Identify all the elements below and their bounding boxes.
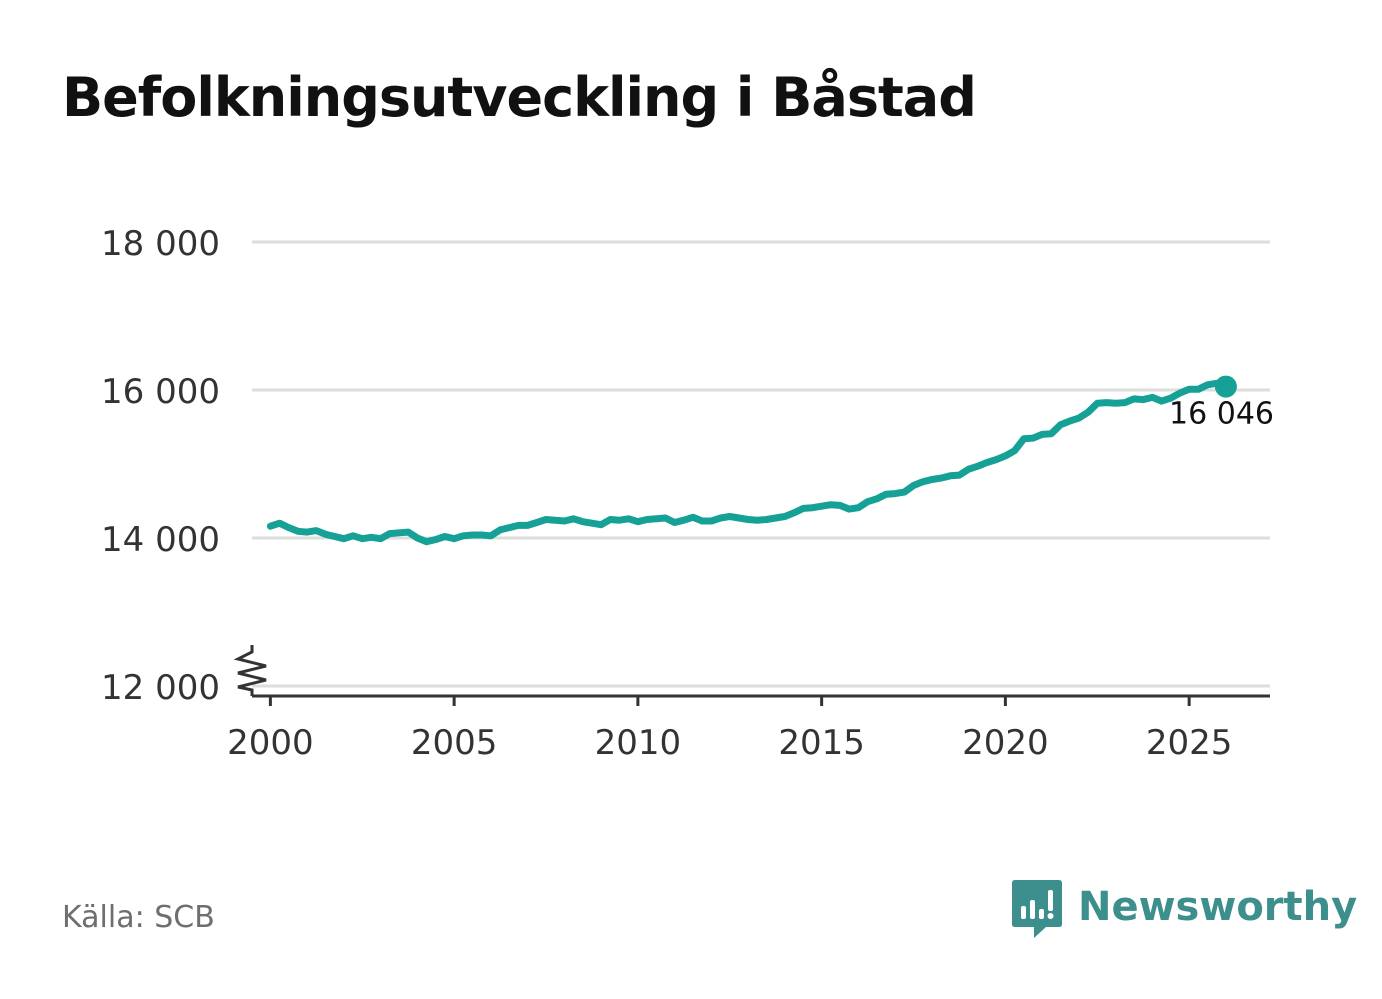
y-tick-label: 14 000 xyxy=(101,520,220,560)
x-axis-tick-labels: 2000 2005 2010 2015 2020 2025 xyxy=(227,723,1232,763)
brand-logo[interactable]: Newsworthy xyxy=(1012,880,1357,940)
x-tick-label: 2020 xyxy=(962,723,1049,763)
axis-break-icon xyxy=(233,645,267,696)
y-tick-label: 18 000 xyxy=(101,224,220,264)
x-tick-label: 2005 xyxy=(411,723,498,763)
gridlines xyxy=(252,240,1270,688)
x-tick-label: 2000 xyxy=(227,723,314,763)
y-tick-label: 16 000 xyxy=(101,372,220,412)
newsworthy-logo-icon xyxy=(1012,880,1062,938)
x-axis xyxy=(233,645,1270,706)
series-line xyxy=(266,379,1230,546)
end-value-label: 16 046 xyxy=(1169,397,1274,432)
x-tick-label: 2010 xyxy=(595,723,682,763)
x-tick-label: 2025 xyxy=(1146,723,1233,763)
series-layer: 16 046 xyxy=(266,375,1274,546)
chart-title: Befolkningsutveckling i Båstad xyxy=(62,66,977,129)
source-label: Källa: SCB xyxy=(62,900,215,935)
x-tick-label: 2015 xyxy=(778,723,865,763)
y-tick-label: 12 000 xyxy=(101,668,220,708)
y-axis-tick-labels: 12 000 14 000 16 000 18 000 xyxy=(101,224,220,708)
brand-name: Newsworthy xyxy=(1078,884,1358,930)
end-point-marker xyxy=(1214,375,1237,398)
